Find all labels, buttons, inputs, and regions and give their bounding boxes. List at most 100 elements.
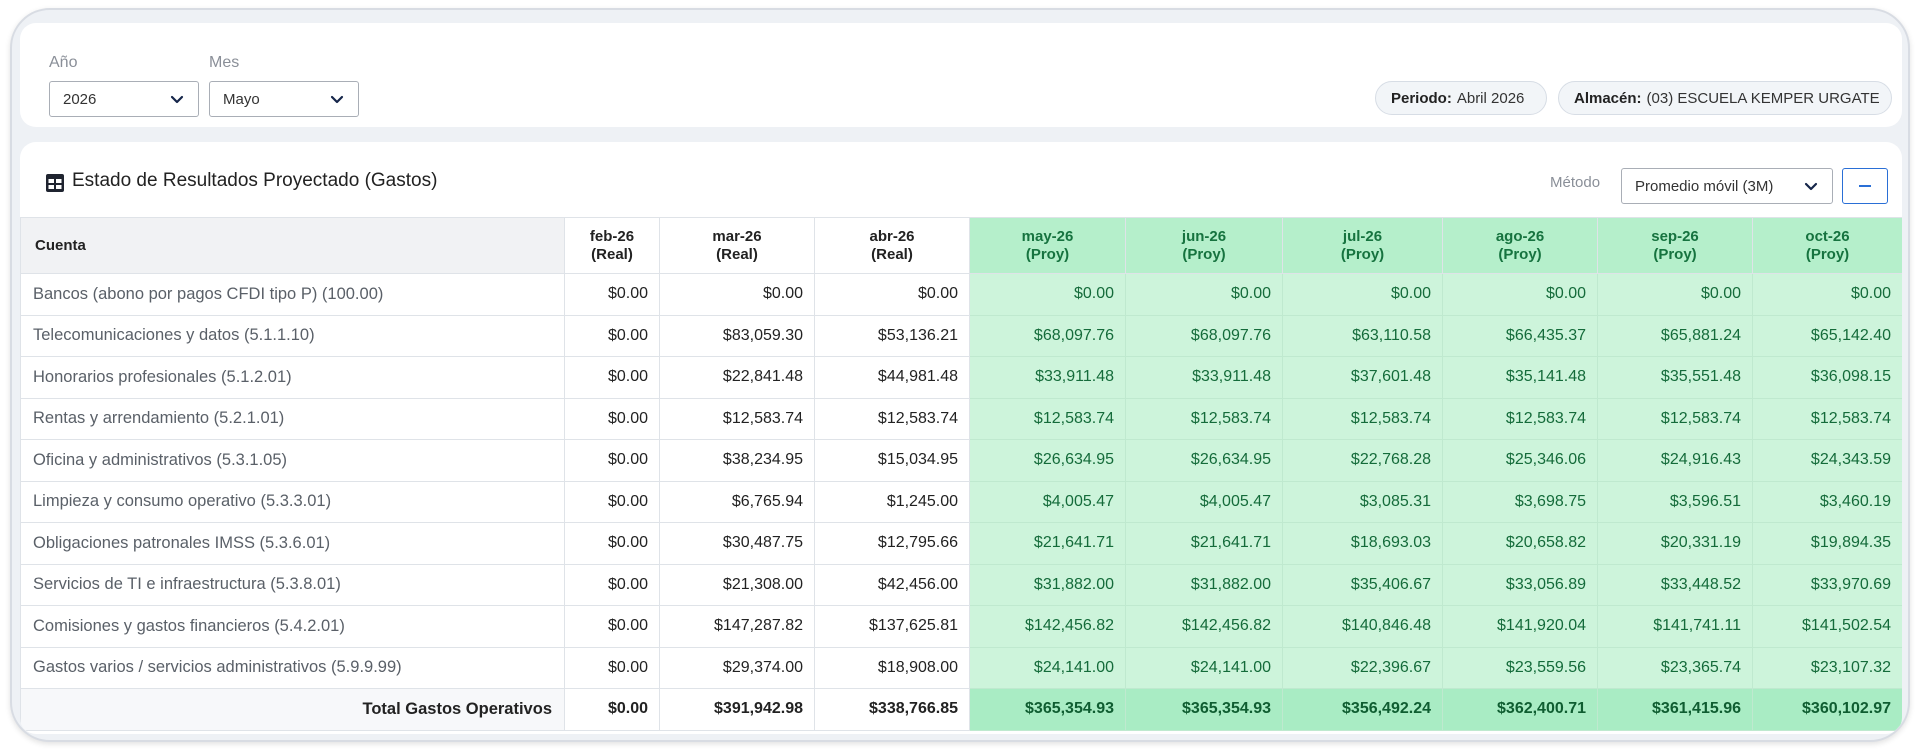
column-month: feb-26 bbox=[589, 227, 635, 245]
column-month: ago-26 bbox=[1495, 227, 1545, 245]
warehouse-badge: Almacén: (03) ESCUELA KEMPER URGATE bbox=[1558, 81, 1892, 115]
account-cell: Servicios de TI e infraestructura (5.3.8… bbox=[20, 563, 565, 606]
real-value-cell: $0.00 bbox=[564, 397, 660, 440]
projected-value-cell: $35,141.48 bbox=[1442, 356, 1598, 399]
total-row: Total Gastos Operativos $0.00 $391,942.98 $… bbox=[20, 688, 1902, 731]
chevron-down-icon bbox=[330, 95, 344, 104]
table-row: Oficina y administrativos (5.3.1.05) $0.0… bbox=[20, 439, 1902, 482]
projected-value-cell: $24,343.59 bbox=[1752, 439, 1902, 482]
month-label: Mes bbox=[209, 54, 240, 71]
projected-value-cell: $31,882.00 bbox=[1125, 563, 1283, 606]
projected-value-cell: $3,085.31 bbox=[1282, 480, 1443, 523]
column-month: sep-26 bbox=[1651, 227, 1699, 245]
real-value-cell: $0.00 bbox=[564, 522, 660, 565]
projected-value-cell: $26,634.95 bbox=[969, 439, 1126, 482]
column-kind: (Proy) bbox=[1653, 245, 1697, 263]
real-value-cell: $83,059.30 bbox=[659, 314, 815, 357]
projected-value-cell: $0.00 bbox=[1752, 273, 1902, 316]
real-value-cell: $147,287.82 bbox=[659, 605, 815, 648]
column-month: oct-26 bbox=[1805, 227, 1850, 245]
real-value-cell: $0.00 bbox=[814, 273, 970, 316]
projected-value-cell: $33,448.52 bbox=[1597, 563, 1753, 606]
account-cell: Gastos varios / servicios administrativo… bbox=[20, 646, 565, 689]
account-cell: Total Gastos Operativos bbox=[20, 688, 565, 731]
real-value-cell: $1,245.00 bbox=[814, 480, 970, 523]
projected-value-cell: $3,596.51 bbox=[1597, 480, 1753, 523]
year-label: Año bbox=[49, 54, 78, 71]
column-header[interactable]: sep-26 (Proy) bbox=[1597, 217, 1753, 274]
real-value-cell: $0.00 bbox=[564, 646, 660, 689]
column-header[interactable]: abr-26 (Real) bbox=[814, 217, 970, 274]
projected-value-cell: $65,881.24 bbox=[1597, 314, 1753, 357]
projected-value-cell: $140,846.48 bbox=[1282, 605, 1443, 648]
real-value-cell: $0.00 bbox=[564, 439, 660, 482]
projected-value-cell: $33,056.89 bbox=[1442, 563, 1598, 606]
projected-value-cell: $37,601.48 bbox=[1282, 356, 1443, 399]
projected-value-cell: $31,882.00 bbox=[969, 563, 1126, 606]
real-value-cell: $0.00 bbox=[564, 314, 660, 357]
collapse-button[interactable] bbox=[1842, 168, 1888, 204]
projected-value-cell: $23,365.74 bbox=[1597, 646, 1753, 689]
projected-value-cell: $4,005.47 bbox=[1125, 480, 1283, 523]
projection-table: Cuenta feb-26 (Real) mar-26 (Real) abr-26(… bbox=[20, 217, 1902, 731]
account-cell: Comisiones y gastos financieros (5.4.2.0… bbox=[20, 605, 565, 648]
projected-value-cell: $24,916.43 bbox=[1597, 439, 1753, 482]
projected-value-cell: $141,741.11 bbox=[1597, 605, 1753, 648]
projected-value-cell: $0.00 bbox=[1442, 273, 1598, 316]
period-badge: Periodo: Abril 2026 bbox=[1375, 81, 1547, 115]
projected-value-cell: $12,583.74 bbox=[969, 397, 1126, 440]
real-value-cell: $12,795.66 bbox=[814, 522, 970, 565]
account-header: Cuenta bbox=[20, 217, 565, 274]
app-frame: Año 2026 Mes Mayo Periodo: Abril 2026 Al… bbox=[10, 8, 1910, 742]
projected-value-cell: $26,634.95 bbox=[1125, 439, 1283, 482]
real-value-cell: $6,765.94 bbox=[659, 480, 815, 523]
year-select[interactable]: 2026 bbox=[49, 81, 199, 117]
minus-icon bbox=[1859, 185, 1871, 187]
real-value-cell: $38,234.95 bbox=[659, 439, 815, 482]
projected-value-cell: $142,456.82 bbox=[969, 605, 1126, 648]
projected-value-cell: $24,141.00 bbox=[969, 646, 1126, 689]
month-select[interactable]: Mayo bbox=[209, 81, 359, 117]
projected-value-cell: $18,693.03 bbox=[1282, 522, 1443, 565]
projected-value-cell: $63,110.58 bbox=[1282, 314, 1443, 357]
projected-value-cell: $12,583.74 bbox=[1597, 397, 1753, 440]
year-value: 2026 bbox=[63, 90, 97, 108]
projected-value-cell: $12,583.74 bbox=[1442, 397, 1598, 440]
column-header[interactable]: oct-26 (Proy) bbox=[1752, 217, 1902, 274]
column-header[interactable]: jul-26 (Proy) bbox=[1282, 217, 1443, 274]
projected-value-cell: $21,641.71 bbox=[1125, 522, 1283, 565]
chevron-down-icon bbox=[1804, 182, 1818, 191]
projected-value-cell: $365,354.93 bbox=[1125, 688, 1283, 731]
table-row: Gastos varios / servicios administrativo… bbox=[20, 646, 1902, 689]
month-value: Mayo bbox=[223, 90, 260, 108]
real-value-cell: $42,456.00 bbox=[814, 563, 970, 606]
column-month: mar-26 bbox=[712, 227, 762, 245]
real-value-cell: $53,136.21 bbox=[814, 314, 970, 357]
real-value-cell: $12,583.74 bbox=[659, 397, 815, 440]
projected-value-cell: $356,492.24 bbox=[1282, 688, 1443, 731]
projected-value-cell: $0.00 bbox=[969, 273, 1126, 316]
real-value-cell: $0.00 bbox=[564, 563, 660, 606]
column-header[interactable]: mar-26 (Real) bbox=[659, 217, 815, 274]
column-header[interactable]: ago-26 (Proy) bbox=[1442, 217, 1598, 274]
table-row: Comisiones y gastos financieros (5.4.2.0… bbox=[20, 605, 1902, 648]
account-cell: Oficina y administrativos (5.3.1.05) bbox=[20, 439, 565, 482]
period-key: Periodo: bbox=[1391, 89, 1452, 107]
column-header[interactable]: jun-26 (Proy) bbox=[1125, 217, 1283, 274]
projected-value-cell: $141,502.54 bbox=[1752, 605, 1902, 648]
account-cell: Limpieza y consumo operativo (5.3.3.01) bbox=[20, 480, 565, 523]
column-kind: (Proy) bbox=[1025, 245, 1070, 263]
real-value-cell: $391,942.98 bbox=[659, 688, 815, 731]
warehouse-key: Almacén: bbox=[1574, 89, 1642, 107]
projected-value-cell: $23,107.32 bbox=[1752, 646, 1902, 689]
table-row: Limpieza y consumo operativo (5.3.3.01) $… bbox=[20, 480, 1902, 523]
account-cell: Honorarios profesionales (5.1.2.01) bbox=[20, 356, 565, 399]
account-cell: Rentas y arrendamiento (5.2.1.01) bbox=[20, 397, 565, 440]
column-kind: (Proy) bbox=[1805, 245, 1850, 263]
table-body: Bancos (abono por pagos CFDI tipo P) (10… bbox=[20, 273, 1902, 731]
projected-value-cell: $68,097.76 bbox=[1125, 314, 1283, 357]
column-kind: (Proy) bbox=[1340, 245, 1385, 263]
column-header[interactable]: feb-26 (Real) bbox=[564, 217, 660, 274]
column-header[interactable]: may-26 (Proy) bbox=[969, 217, 1126, 274]
method-select[interactable]: Promedio móvil (3M) bbox=[1621, 168, 1833, 204]
